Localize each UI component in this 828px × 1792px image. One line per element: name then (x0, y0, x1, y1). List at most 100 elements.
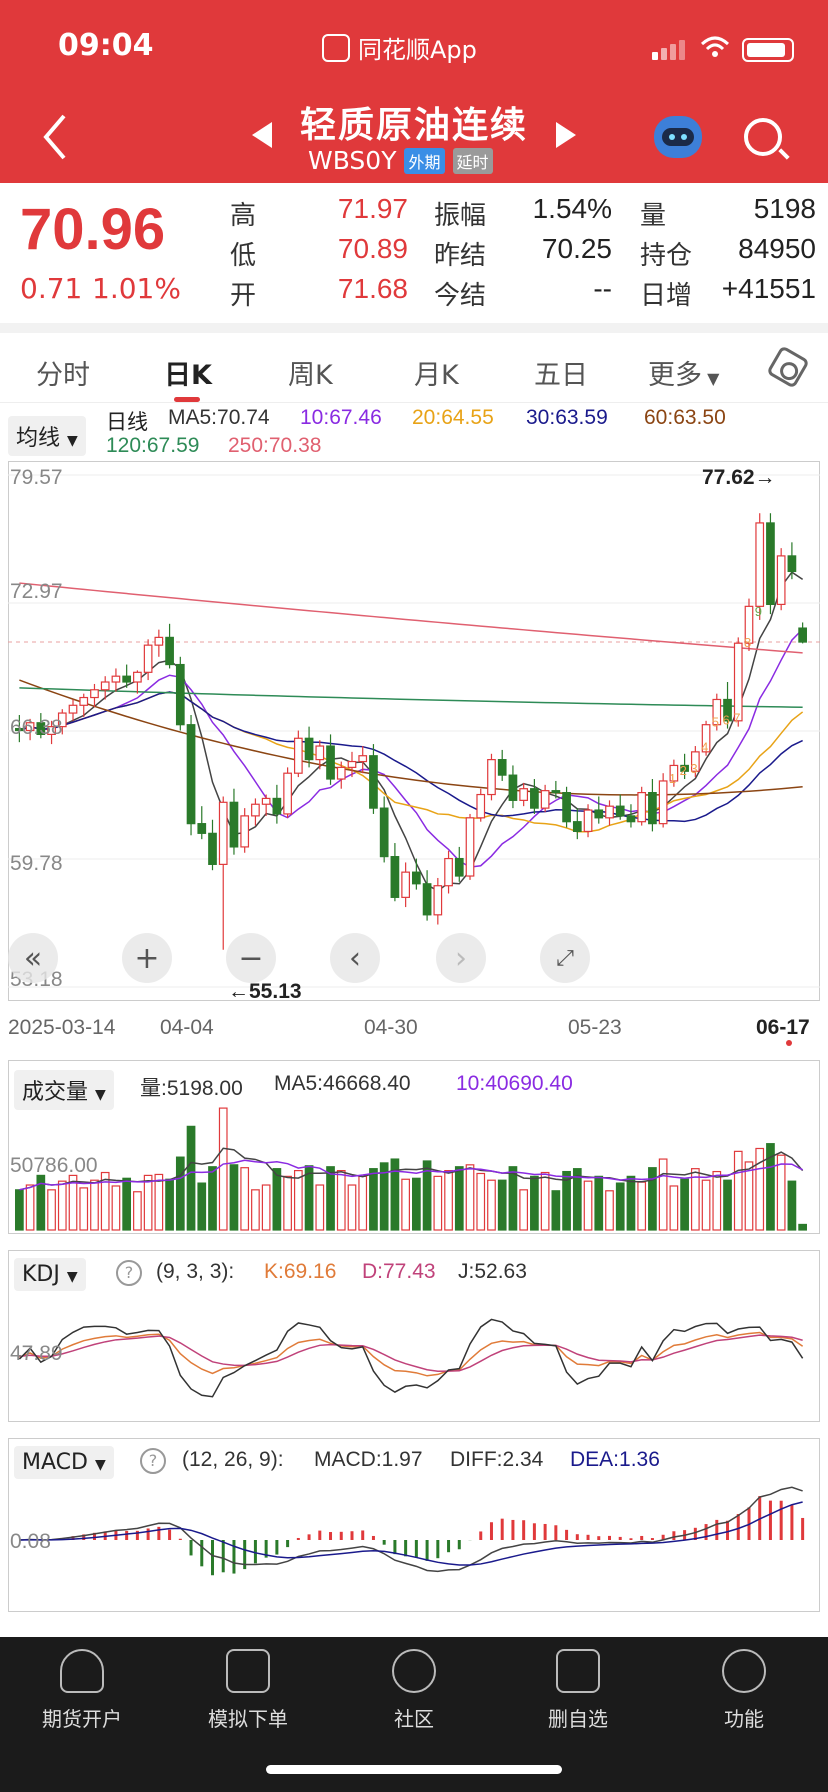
candle-body (390, 856, 400, 898)
kline-chart[interactable]: 12 345 6 7 8 9 (8, 461, 820, 1001)
scroll-left-fast-button[interactable]: « (8, 933, 58, 983)
ma-dropdown-label: 均线 (16, 426, 61, 451)
tab-more-label: 更多 (648, 360, 702, 391)
help-icon[interactable]: ? (140, 1448, 166, 1474)
kdj-chart[interactable] (8, 1290, 820, 1422)
td-label: 1 (669, 771, 676, 786)
kdj-params: (9, 3, 3): (156, 1260, 235, 1283)
volume-bar (122, 1177, 132, 1231)
tab-five-day[interactable]: 五日 (534, 360, 588, 391)
nav-remove-watchlist[interactable]: 删自选 (508, 1649, 648, 1732)
volume-bar (240, 1167, 250, 1231)
open-interest-label: 持仓 (640, 241, 693, 271)
nav-label: 期货开户 (42, 1707, 122, 1731)
minus-box-icon (556, 1649, 600, 1693)
prev-settle-value: 70.25 (541, 233, 612, 264)
volume-bar (154, 1173, 164, 1231)
ma5-value: MA5:70.74 (168, 406, 270, 429)
kdj-dropdown[interactable]: KDJ ▼ (14, 1258, 86, 1291)
candle-body (798, 627, 807, 643)
search-icon[interactable] (744, 118, 782, 156)
volume-bar (615, 1182, 625, 1231)
delay-tag: 延时 (452, 147, 493, 174)
kdj-axis-label: 47.89 (10, 1342, 63, 1365)
back-button[interactable] (40, 112, 70, 162)
scroll-left-button[interactable]: ‹ (330, 933, 380, 983)
volume-ma10: 10:40690.40 (456, 1072, 573, 1095)
candle-body (36, 722, 46, 735)
macd-dropdown[interactable]: MACD ▼ (14, 1446, 114, 1479)
candle-body (669, 764, 679, 782)
help-icon[interactable]: ? (116, 1260, 142, 1286)
tab-weekly-k[interactable]: 周K (288, 360, 333, 391)
tab-timeshare[interactable]: 分时 (36, 360, 90, 391)
price-axis-label: 72.97 (10, 580, 63, 603)
next-contract-button[interactable] (556, 122, 576, 148)
tab-more[interactable]: 更多 ▼ (648, 353, 719, 392)
tab-daily-k[interactable]: 日K (164, 360, 212, 391)
candle-body (261, 797, 271, 805)
ma60-value: 60:63.50 (644, 406, 726, 429)
volume-bar (315, 1184, 325, 1231)
candle-body (25, 722, 35, 732)
tab-monthly-k[interactable]: 月K (414, 360, 459, 391)
candle-body (540, 790, 550, 809)
ma30-line (19, 691, 803, 823)
zoom-out-button[interactable]: − (226, 933, 276, 983)
candle-body (562, 791, 571, 823)
period-tabs: 分时 日K 周K 月K 五日 更多 ▼ (0, 333, 828, 403)
nav-community[interactable]: 社区 (344, 1649, 484, 1732)
nav-open-account[interactable]: 期货开户 (12, 1649, 152, 1732)
nav-label: 模拟下单 (208, 1707, 288, 1731)
candle-body (229, 801, 239, 848)
volume-bar (218, 1107, 228, 1231)
prev-contract-button[interactable] (252, 122, 272, 148)
candle-body (572, 821, 582, 833)
candle-body (283, 772, 292, 815)
date-axis-label: 2025-03-14 (8, 1016, 116, 1039)
chevron-down-icon: ▼ (94, 1457, 106, 1473)
price-change: 0.71 (20, 272, 83, 305)
volume-bar (433, 1175, 443, 1231)
open-interest-value: 84950 (738, 233, 816, 264)
macd-chart[interactable] (8, 1478, 820, 1612)
volume-chart-frame[interactable] (8, 1060, 820, 1234)
volume-chart[interactable] (8, 1100, 820, 1234)
scroll-right-button[interactable]: › (436, 933, 486, 983)
candle-body (755, 522, 765, 607)
volume-bar (261, 1184, 271, 1231)
macd-chart-frame[interactable] (8, 1438, 820, 1612)
kdj-d-line (19, 1334, 803, 1373)
menu-icon (722, 1649, 766, 1693)
candle-body (594, 809, 604, 819)
zoom-in-button[interactable]: + (122, 933, 172, 983)
chevron-down-icon: ▼ (66, 1269, 78, 1285)
candle-body (197, 823, 207, 834)
macd-value: MACD:1.97 (314, 1448, 423, 1471)
candle-body (165, 636, 174, 666)
volume-bar (197, 1182, 207, 1231)
settings-icon[interactable] (766, 345, 810, 389)
volume-bar (605, 1190, 614, 1231)
volume-dropdown[interactable]: 成交量 ▼ (14, 1070, 114, 1110)
nav-functions[interactable]: 功能 (674, 1649, 814, 1732)
nav-label: 删自选 (548, 1707, 608, 1731)
low-label: 低 (230, 241, 257, 271)
app-logo-icon (322, 33, 350, 62)
candle-body (658, 780, 668, 825)
volume-bar (626, 1175, 636, 1231)
assistant-robot-icon[interactable] (654, 116, 702, 158)
macd-dea: DEA:1.36 (570, 1448, 660, 1471)
volume-bar (208, 1166, 217, 1231)
ma-dropdown[interactable]: 均线 ▼ (8, 416, 86, 456)
nav-simulated-order[interactable]: 模拟下单 (178, 1649, 318, 1732)
candle-body (637, 791, 647, 823)
volume-bar (444, 1169, 453, 1231)
volume-bar (583, 1180, 593, 1231)
fullscreen-button[interactable]: ⤢ (540, 933, 590, 983)
volume-dropdown-label: 成交量 (22, 1080, 89, 1105)
td-label: 8 (744, 635, 751, 650)
kdj-chart-frame[interactable] (8, 1250, 820, 1422)
app-source-label: 同花顺App (322, 30, 477, 65)
candle-body (690, 751, 700, 772)
